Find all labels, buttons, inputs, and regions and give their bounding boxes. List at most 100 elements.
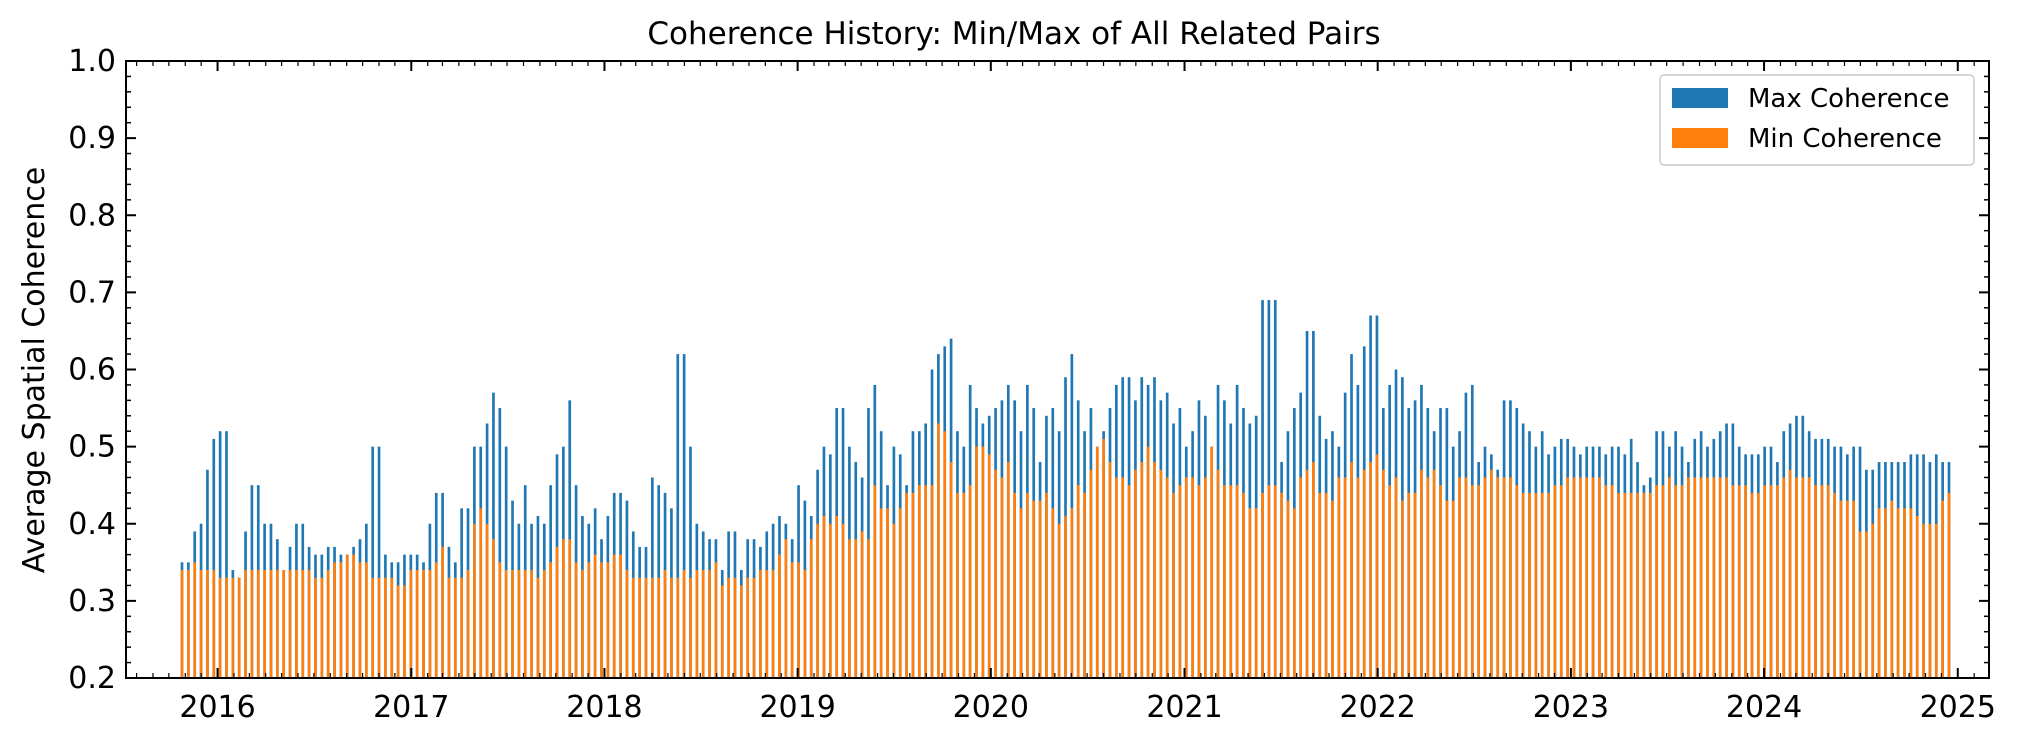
min-coherence-bar	[447, 577, 451, 678]
min-coherence-bar	[619, 554, 622, 678]
min-coherence-bar	[752, 577, 756, 678]
min-coherence-bar	[1648, 492, 1652, 678]
max-coherence-bar	[218, 431, 222, 678]
min-coherence-bar	[1547, 492, 1550, 678]
y-tick-label: 0.4	[68, 507, 116, 542]
min-coherence-bar	[1699, 477, 1703, 678]
min-coherence-bar	[384, 577, 387, 678]
min-coherence-bar	[218, 577, 222, 678]
x-tick-label: 2021	[1146, 690, 1222, 725]
min-coherence-bar	[1858, 531, 1862, 678]
x-tick-label: 2024	[1726, 690, 1802, 725]
min-coherence-bar	[937, 423, 940, 678]
min-coherence-bar	[835, 516, 839, 678]
min-coherence-bar	[1814, 485, 1817, 678]
max-coherence-bar	[371, 446, 375, 679]
min-coherence-bar	[1782, 477, 1786, 678]
max-coherence-bar	[689, 446, 692, 679]
min-coherence-bar	[1248, 508, 1252, 678]
min-coherence-bar	[244, 570, 247, 678]
min-coherence-bar	[1070, 508, 1074, 678]
min-coherence-bar	[612, 554, 616, 678]
min-coherence-bar	[1617, 492, 1620, 678]
min-coherence-bar	[1369, 462, 1372, 678]
min-coherence-bar	[1261, 492, 1264, 678]
min-coherence-bar	[1115, 477, 1118, 678]
min-coherence-bar	[1750, 492, 1754, 678]
min-coherence-bar	[1737, 485, 1741, 678]
min-coherence-bar	[809, 539, 813, 678]
min-coherence-bar	[1668, 477, 1671, 678]
min-coherence-bar	[1006, 462, 1010, 678]
min-coherence-bar	[1769, 485, 1773, 678]
min-coherence-bar	[1394, 477, 1398, 678]
min-coherence-bar	[644, 577, 648, 678]
min-coherence-bar	[1890, 500, 1894, 678]
min-coherence-bar	[1064, 516, 1067, 678]
min-coherence-bar	[320, 577, 324, 678]
min-coherence-bar	[276, 570, 279, 678]
min-coherence-bar	[816, 523, 819, 678]
min-coherence-bar	[987, 454, 991, 678]
min-coherence-bar	[1915, 516, 1919, 678]
min-coherence-bar	[1312, 462, 1315, 678]
min-coherence-bar	[390, 577, 394, 678]
min-coherence-bar	[1350, 462, 1353, 678]
min-coherence-bar	[364, 562, 368, 678]
y-tick-label: 0.9	[68, 121, 116, 156]
min-coherence-bar	[206, 570, 209, 678]
min-coherence-bar	[886, 508, 889, 678]
min-coherence-bar	[1642, 492, 1646, 678]
min-coherence-bar	[479, 508, 483, 678]
min-coherence-bar	[1197, 485, 1201, 678]
min-coherence-bar	[1381, 469, 1385, 678]
min-coherence-bar	[873, 485, 877, 678]
min-coherence-bar	[1826, 485, 1830, 678]
min-coherence-bar	[225, 577, 228, 678]
x-tick-label: 2023	[1533, 690, 1609, 725]
max-coherence-bar	[676, 354, 680, 678]
min-coherence-bar	[250, 570, 254, 678]
min-coherence-bar	[1483, 477, 1487, 678]
min-coherence-bar	[879, 508, 883, 678]
min-coherence-bar	[1801, 477, 1805, 678]
x-tick-label: 2017	[373, 690, 449, 725]
min-coherence-bar	[358, 562, 362, 678]
min-coherence-bar	[822, 516, 826, 678]
min-coherence-bar	[1534, 492, 1538, 678]
min-coherence-bar	[473, 523, 476, 678]
min-coherence-bar	[1559, 485, 1563, 678]
min-coherence-bar	[1693, 477, 1697, 678]
min-coherence-bar	[720, 585, 724, 678]
min-coherence-bar	[765, 570, 769, 678]
min-coherence-bar	[1540, 492, 1544, 678]
min-coherence-bar	[1146, 446, 1150, 679]
legend-box	[1659, 74, 1975, 166]
min-coherence-bar	[1057, 523, 1061, 678]
min-coherence-bar	[517, 570, 521, 678]
min-coherence-bar	[1553, 485, 1557, 678]
min-coherence-bar	[1572, 477, 1576, 678]
min-coherence-bar	[1331, 500, 1334, 678]
min-coherence-bar	[1108, 462, 1112, 678]
min-coherence-bar	[625, 570, 629, 678]
min-coherence-bar	[1585, 477, 1589, 678]
min-coherence-bar	[1375, 454, 1379, 678]
min-coherence-bar	[1223, 485, 1226, 678]
y-tick-label: 0.7	[68, 275, 116, 310]
min-coherence-bar	[1871, 523, 1875, 678]
min-coherence-bar	[1629, 492, 1633, 678]
legend: Max Coherence Min Coherence	[1659, 74, 1975, 166]
min-coherence-bar	[1292, 508, 1296, 678]
min-coherence-bar	[1280, 492, 1283, 678]
min-coherence-bar	[485, 523, 489, 678]
min-coherence-bar	[1013, 492, 1016, 678]
min-coherence-bar	[1159, 469, 1163, 678]
min-coherence-bar	[1273, 485, 1277, 678]
min-coherence-bar	[371, 577, 375, 678]
min-coherence-bar	[1515, 485, 1519, 678]
min-coherence-bar	[536, 577, 540, 678]
min-coherence-bar	[453, 577, 457, 678]
min-coherence-bar	[606, 562, 610, 678]
min-coherence-bar	[1509, 477, 1512, 678]
